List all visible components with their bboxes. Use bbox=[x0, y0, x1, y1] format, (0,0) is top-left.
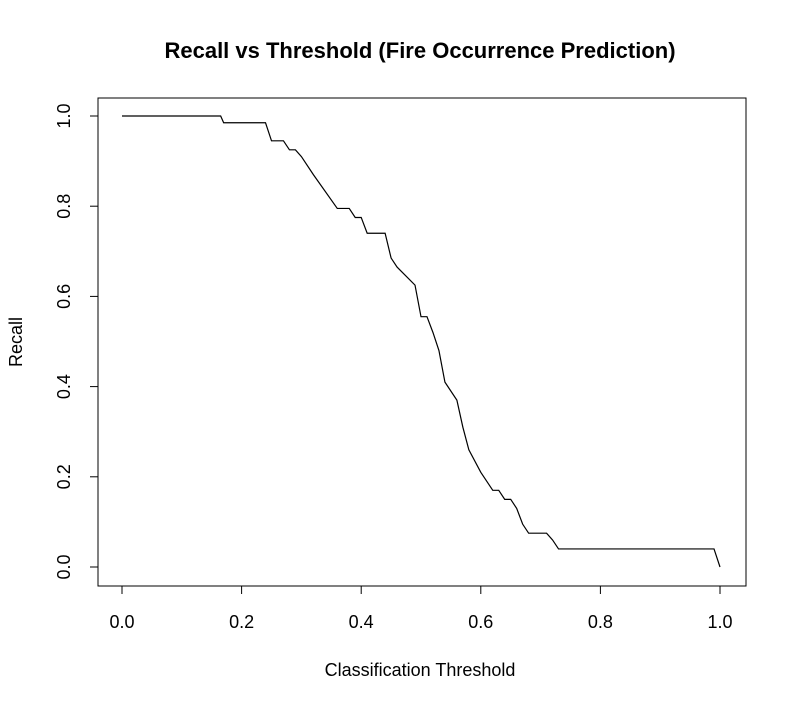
plot-frame bbox=[97, 97, 747, 587]
x-tick-label: 1.0 bbox=[707, 612, 732, 632]
x-axis-label: Classification Threshold bbox=[325, 660, 516, 680]
x-tick-label: 0.2 bbox=[229, 612, 254, 632]
y-tick-label: 0.6 bbox=[54, 284, 74, 309]
y-tick-label: 0.4 bbox=[54, 374, 74, 399]
x-tick-label: 0.6 bbox=[468, 612, 493, 632]
y-tick-label: 0.2 bbox=[54, 464, 74, 489]
recall-series-line bbox=[122, 115, 721, 568]
x-axis: 0.0 0.2 0.4 0.6 0.8 1.0 bbox=[109, 585, 733, 632]
y-axis: 0.0 0.2 0.4 0.6 0.8 1.0 bbox=[54, 103, 99, 580]
chart-title: Recall vs Threshold (Fire Occurrence Pre… bbox=[164, 38, 675, 63]
y-tick-label: 1.0 bbox=[54, 103, 74, 128]
y-axis-label: Recall bbox=[6, 317, 26, 367]
x-tick-label: 0.4 bbox=[349, 612, 374, 632]
x-tick-label: 0.8 bbox=[588, 612, 613, 632]
y-tick-label: 0.0 bbox=[54, 554, 74, 579]
x-tick-label: 0.0 bbox=[109, 612, 134, 632]
y-tick-label: 0.8 bbox=[54, 194, 74, 219]
